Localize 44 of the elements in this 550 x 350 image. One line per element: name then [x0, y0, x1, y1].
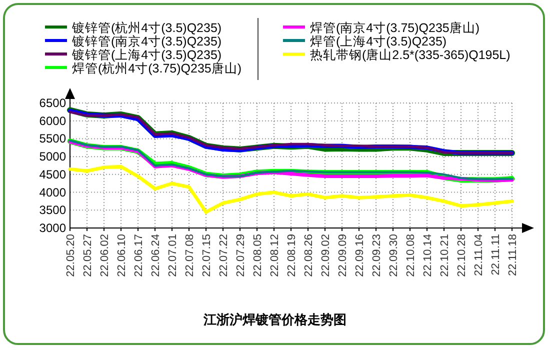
x-tick-label: 22.11.11	[490, 234, 502, 276]
x-tick-label: 22.06.17	[133, 234, 145, 277]
x-tick-label: 22.11.18	[507, 234, 519, 276]
x-tick-label: 22.07.08	[184, 234, 196, 277]
x-tick-label: 22.09.23	[371, 234, 383, 277]
legend-label: 镀锌管(南京4寸(3.5)Q235)	[71, 34, 222, 48]
legend-label: 焊管(南京4寸(3.75)Q235唐山)	[310, 21, 480, 35]
x-tick-label: 22.11.04	[473, 234, 485, 276]
x-tick-label: 22.08.12	[269, 234, 281, 277]
x-tick-label: 22.05.20	[65, 234, 77, 277]
x-tick-label: 22.06.02	[99, 234, 111, 277]
y-tick-label: 4000	[39, 185, 66, 200]
x-tick-label: 22.10.08	[405, 234, 417, 277]
x-tick-label: 22.10.14	[422, 234, 434, 277]
legend-label: 焊管(上海4寸(3.5)Q235)	[310, 34, 447, 48]
x-tick-label: 22.06.10	[116, 234, 128, 277]
y-tick-label: 6500	[39, 96, 66, 110]
legend-label: 焊管(杭州4寸(3.75)Q235唐山)	[72, 62, 242, 76]
line-series	[68, 164, 514, 214]
x-tick-label: 22.10.21	[439, 234, 451, 277]
x-tick-label: 22.09.30	[388, 234, 400, 277]
y-tick-label: 3000	[39, 221, 66, 235]
x-tick-label: 22.06.24	[150, 234, 162, 277]
y-tick-label: 4500	[39, 167, 66, 182]
x-tick-label: 22.08.19	[286, 234, 298, 277]
x-tick-label: 22.05.27	[82, 234, 94, 277]
x-tick-label: 22.09.16	[354, 234, 366, 277]
x-tick-label: 22.09.02	[320, 234, 332, 277]
x-tick-label: 22.09.09	[337, 234, 349, 277]
x-tick-label: 22.10.28	[456, 234, 468, 277]
x-tick-label: 22.07.01	[167, 234, 179, 277]
x-tick-label: 22.08.05	[252, 234, 264, 277]
text: 江浙沪焊镀管价格走势图	[202, 312, 346, 327]
x-tick-label: 22.07.29	[235, 234, 247, 277]
y-tick-label: 5500	[39, 132, 66, 146]
y-tick-label: 5000	[39, 150, 66, 164]
y-tick-label: 6000	[39, 114, 66, 128]
x-tick-label: 22.08.26	[303, 234, 315, 277]
y-tick-label: 3500	[39, 203, 66, 218]
x-tick-label: 22.07.15	[201, 234, 213, 277]
legend-label: 镀锌管(杭州4寸(3.5)Q235)	[71, 21, 222, 35]
legend-label: 热轧带钢(唐山2.5*(335-365)Q195L)	[310, 48, 510, 62]
legend-label: 镀锌管(上海4寸(3.5)Q235)	[71, 48, 222, 62]
x-tick-label: 22.07.22	[218, 234, 230, 277]
